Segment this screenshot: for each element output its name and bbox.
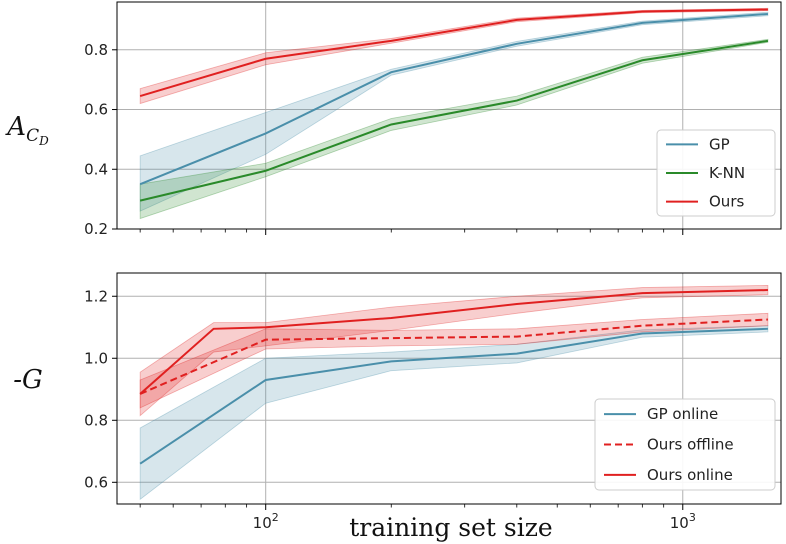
- legend-label: Ours online: [647, 466, 733, 484]
- legend-label: Ours offline: [647, 436, 734, 454]
- plot-accuracy: 0.2 0.4 0.6 0.8 GP K-NN Ours: [84, 1, 782, 238]
- legend-label: GP: [709, 135, 730, 153]
- x-tick-label: 103: [670, 511, 696, 532]
- legend-label: K-NN: [709, 164, 745, 182]
- y-axis-label-sub: C: [26, 126, 39, 146]
- series-line-ours-offline: [139, 318, 768, 395]
- series-line-k-nn: [139, 39, 769, 202]
- axes-frame: [116, 1, 782, 230]
- series-line-ours-online: [139, 289, 768, 395]
- y-axis-label-negative-g: -G: [13, 365, 43, 395]
- y-axis-label-main: A: [5, 112, 26, 142]
- x-tick-label: 102: [253, 511, 279, 532]
- y-tick-label: 0.2: [84, 220, 108, 238]
- y-tick-label: 0.4: [84, 160, 108, 178]
- y-tick-label: 1.0: [84, 349, 108, 367]
- y-tick-label: 0.6: [84, 101, 108, 119]
- confidence-band-ours-offline: [139, 312, 769, 409]
- legend-label: Ours: [709, 193, 744, 211]
- plot-negative-g: 0.6 0.8 1.0 1.2 102 103 GP online Ours offline O…: [84, 272, 782, 532]
- series-line-ours: [139, 8, 768, 98]
- legend-box: [594, 398, 776, 491]
- confidence-band-k-nn: [139, 38, 769, 220]
- y-tick-label: 0.8: [84, 411, 108, 429]
- legend: GP online Ours offline Ours online: [594, 398, 776, 491]
- confidence-band-ours: [139, 7, 769, 105]
- y-tick-label: 1.2: [84, 287, 108, 305]
- legend-label: GP online: [647, 405, 718, 423]
- y-tick-label: 0.8: [84, 41, 108, 59]
- confidence-band-gp-online: [139, 325, 769, 501]
- axes-frame: [116, 272, 782, 505]
- y-tick-label: 0.6: [84, 473, 108, 491]
- y-axis-label-subsub: D: [38, 134, 49, 148]
- legend-box: [656, 129, 776, 217]
- legend: GP K-NN Ours: [656, 129, 776, 217]
- confidence-band-gp: [139, 11, 769, 212]
- x-axis-label: training set size: [349, 513, 552, 542]
- series-line-gp-online: [139, 327, 768, 465]
- series-line-gp: [139, 12, 768, 186]
- y-axis-label-accuracy: ACD: [5, 112, 49, 148]
